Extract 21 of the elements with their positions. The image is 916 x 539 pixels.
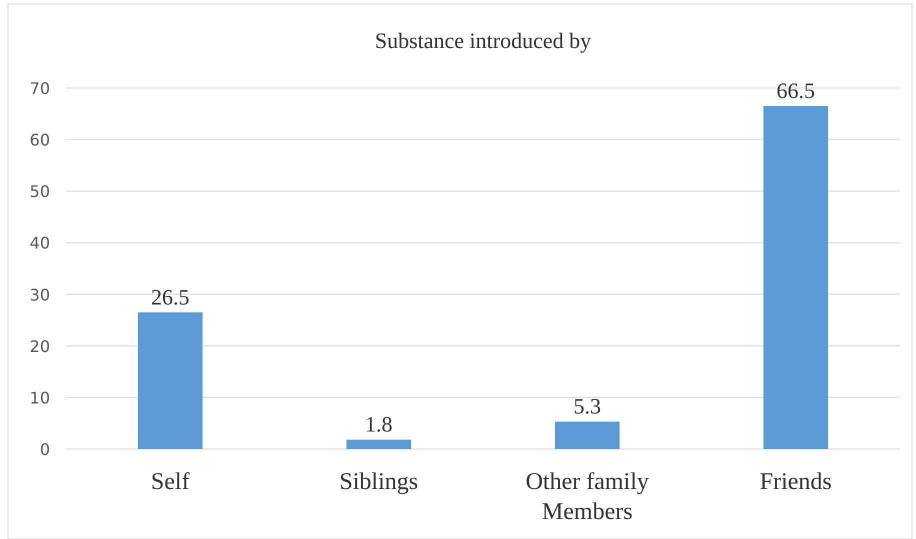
data-label: 26.5 bbox=[151, 284, 190, 310]
data-label: 1.8 bbox=[365, 412, 392, 437]
y-tick-label: 30 bbox=[30, 285, 50, 304]
data-label: 66.5 bbox=[776, 78, 815, 104]
bar bbox=[138, 312, 203, 449]
y-tick-label: 70 bbox=[30, 79, 50, 98]
x-tick-label: Siblings bbox=[339, 469, 418, 495]
y-tick-label: 60 bbox=[30, 130, 50, 150]
bar bbox=[763, 106, 828, 449]
chart-title: Substance introduced by bbox=[374, 28, 592, 53]
bar bbox=[346, 440, 412, 449]
y-tick-label: 10 bbox=[30, 388, 50, 408]
y-tick-label: 20 bbox=[30, 336, 50, 356]
y-tick-label: 0 bbox=[40, 440, 50, 459]
y-tick-label: 40 bbox=[30, 234, 50, 253]
data-label: 5.3 bbox=[574, 394, 601, 419]
y-tick-label: 50 bbox=[30, 182, 50, 202]
x-tick-label: Friends bbox=[760, 469, 832, 495]
x-tick-label: Other family Members bbox=[526, 469, 649, 525]
bar bbox=[554, 422, 620, 449]
x-tick-label: Self bbox=[150, 469, 190, 495]
